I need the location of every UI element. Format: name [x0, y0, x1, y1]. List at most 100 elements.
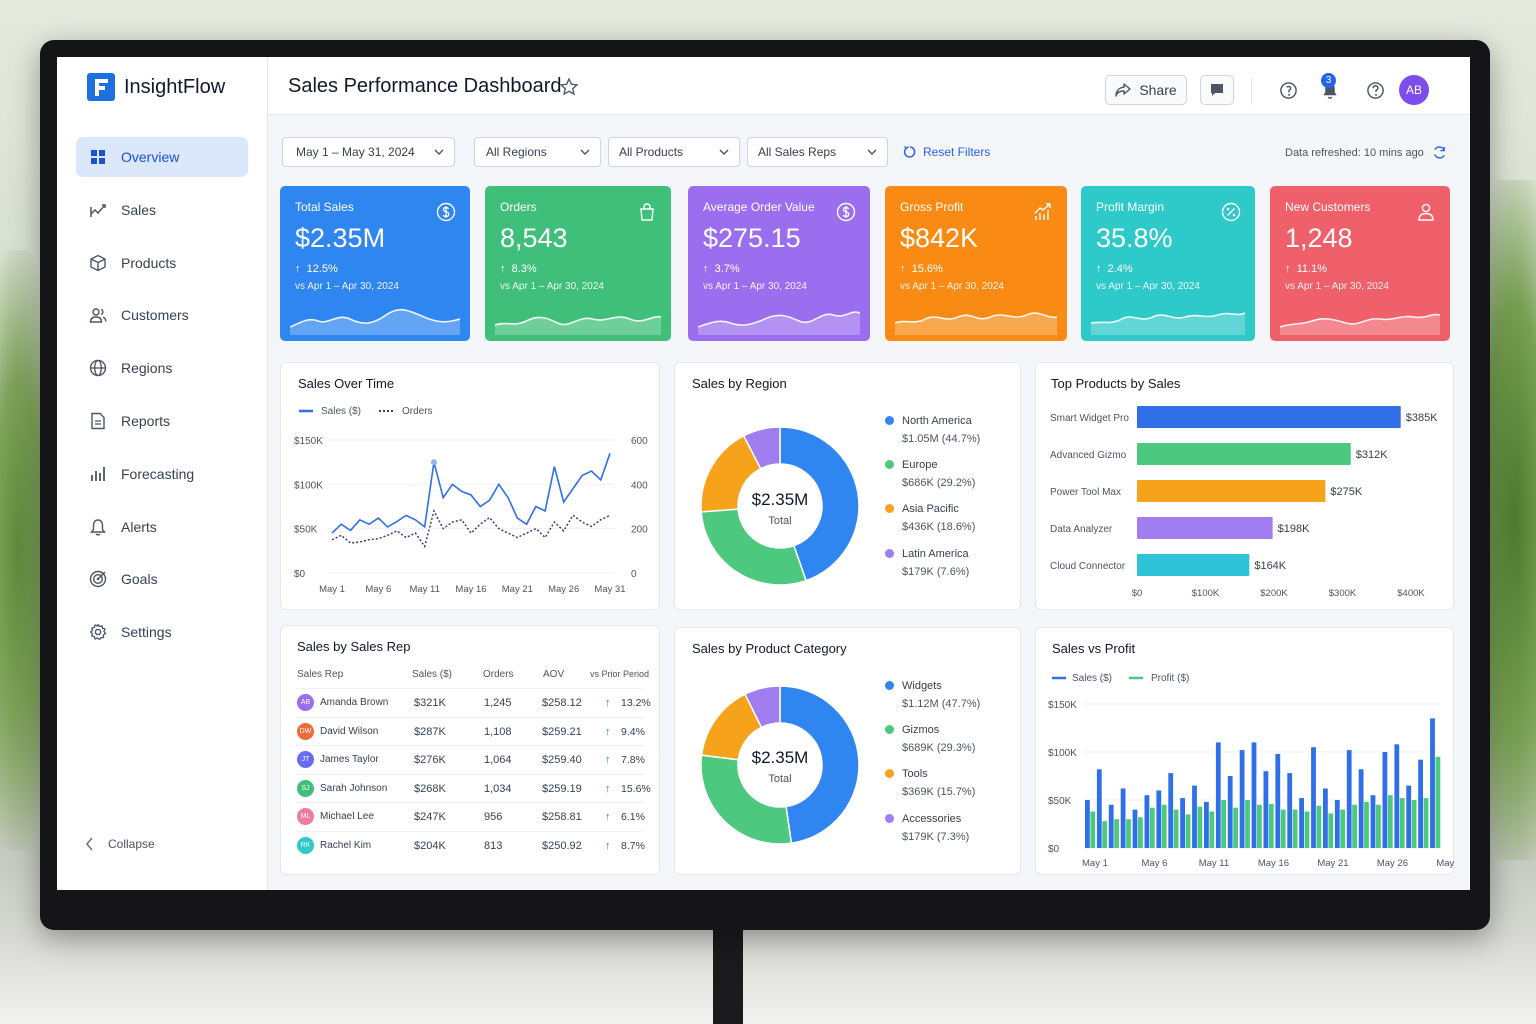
- profit-bar[interactable]: [1387, 795, 1393, 848]
- sales-bar[interactable]: [1394, 744, 1400, 848]
- product-bar[interactable]: [1137, 443, 1351, 465]
- sales-bar[interactable]: [1406, 785, 1412, 848]
- profit-bar[interactable]: [1328, 813, 1334, 848]
- favorite-star-icon[interactable]: [559, 77, 579, 97]
- profit-bar[interactable]: [1126, 819, 1131, 848]
- profit-bar[interactable]: [1138, 817, 1143, 848]
- share-button[interactable]: Share: [1105, 75, 1187, 105]
- profit-bar[interactable]: [1233, 807, 1238, 848]
- sales-bar[interactable]: [1299, 798, 1304, 848]
- sales-bar[interactable]: [1263, 771, 1269, 848]
- sales-bar[interactable]: [1204, 801, 1209, 848]
- sales-bar[interactable]: [1120, 788, 1126, 848]
- kpi-card-total-sales[interactable]: Total Sales $2.35M ↑ 12.5% vs Apr 1 – Apr 3…: [280, 186, 470, 341]
- profit-bar[interactable]: [1352, 804, 1357, 848]
- profit-bar[interactable]: [1435, 756, 1441, 848]
- sales-bar[interactable]: [1132, 809, 1138, 848]
- user-avatar[interactable]: AB: [1399, 75, 1429, 105]
- sales-bar[interactable]: [1168, 773, 1174, 848]
- profit-bar[interactable]: [1292, 809, 1298, 848]
- sales-bar[interactable]: [1311, 747, 1316, 848]
- profit-bar[interactable]: [1257, 804, 1262, 848]
- sales-bar[interactable]: [1239, 750, 1245, 848]
- sidebar-item-products[interactable]: Products: [76, 243, 248, 283]
- table-row[interactable]: RK Rachel Kim $204K 813 $250.92 ↑ 8.7%: [296, 830, 645, 859]
- sales-bar[interactable]: [1192, 785, 1197, 848]
- region-select[interactable]: All Regions: [474, 137, 601, 167]
- donut-slice[interactable]: [779, 685, 860, 845]
- profit-bar[interactable]: [1411, 800, 1417, 848]
- sales-bar[interactable]: [1251, 742, 1257, 848]
- table-row[interactable]: ML Michael Lee $247K 956 $258.81 ↑ 6.1%: [296, 802, 645, 830]
- sales-bar[interactable]: [1096, 769, 1102, 848]
- profit-bar[interactable]: [1161, 804, 1167, 848]
- profit-bar[interactable]: [1304, 811, 1310, 848]
- sidebar-item-customers[interactable]: Customers: [76, 295, 248, 335]
- sales-bar[interactable]: [1085, 800, 1090, 848]
- profit-bar[interactable]: [1340, 809, 1346, 848]
- sales-bar[interactable]: [1430, 718, 1435, 848]
- kpi-card-new-customers[interactable]: New Customers 1,248 ↑ 11.1% vs Apr 1 – Apr …: [1270, 186, 1450, 341]
- sales-bar[interactable]: [1323, 788, 1328, 848]
- product-bar[interactable]: [1137, 480, 1326, 502]
- sidebar-item-alerts[interactable]: Alerts: [76, 507, 248, 547]
- profit-bar[interactable]: [1185, 814, 1191, 848]
- sales-bar[interactable]: [1156, 790, 1162, 848]
- sales-bar[interactable]: [1180, 798, 1185, 848]
- sidebar-item-goals[interactable]: Goals: [76, 559, 248, 599]
- profit-bar[interactable]: [1102, 821, 1108, 848]
- profit-bar[interactable]: [1423, 798, 1429, 848]
- sidebar-item-regions[interactable]: Regions: [76, 348, 248, 388]
- sidebar-item-sales[interactable]: Sales: [76, 190, 248, 230]
- sidebar-item-settings[interactable]: Settings: [76, 612, 248, 652]
- reset-filters-button[interactable]: Reset Filters: [903, 145, 990, 159]
- product-select[interactable]: All Products: [608, 137, 740, 167]
- table-row[interactable]: AB Amanda Brown $321K 1,245 $258.12 ↑ 13.2%: [296, 688, 651, 716]
- sales-bar[interactable]: [1287, 773, 1293, 848]
- table-row[interactable]: DW David Wilson $287K 1,108 $259.21 ↑ 9.4%: [296, 716, 645, 745]
- table-row[interactable]: JT James Taylor $276K 1,064 $259.40 ↑ 7.8%: [296, 745, 645, 773]
- collapse-button[interactable]: Collapse: [85, 837, 155, 851]
- donut-slice[interactable]: [742, 426, 781, 470]
- profit-bar[interactable]: [1209, 811, 1215, 848]
- sales-bar[interactable]: [1334, 800, 1340, 848]
- sales-bar[interactable]: [1346, 750, 1352, 848]
- sales-bar[interactable]: [1275, 753, 1281, 848]
- sidebar-item-forecasting[interactable]: Forecasting: [76, 454, 248, 494]
- profit-bar[interactable]: [1399, 798, 1405, 848]
- app-logo[interactable]: InsightFlow: [87, 73, 225, 101]
- profit-bar[interactable]: [1364, 801, 1369, 848]
- profit-bar[interactable]: [1149, 807, 1155, 848]
- profit-bar[interactable]: [1280, 809, 1286, 848]
- sales-rep-select[interactable]: All Sales Reps: [747, 137, 888, 167]
- sales-bar[interactable]: [1227, 776, 1233, 848]
- profit-bar[interactable]: [1090, 811, 1096, 848]
- profit-bar[interactable]: [1221, 800, 1227, 848]
- sales-bar[interactable]: [1144, 795, 1150, 848]
- donut-slice[interactable]: [779, 426, 860, 582]
- donut-slice[interactable]: [700, 508, 807, 586]
- kpi-card-gross-profit[interactable]: Gross Profit $842K ↑ 15.6% vs Apr 1 – Apr 3…: [885, 186, 1067, 341]
- help-button[interactable]: [1358, 75, 1392, 105]
- profit-bar[interactable]: [1197, 806, 1203, 848]
- comments-button[interactable]: [1200, 75, 1234, 105]
- profit-bar[interactable]: [1316, 805, 1322, 848]
- profit-bar[interactable]: [1268, 803, 1274, 848]
- product-bar[interactable]: [1137, 554, 1250, 576]
- donut-slice[interactable]: [700, 754, 793, 845]
- kpi-card-profit-margin[interactable]: Profit Margin 35.8% ↑ 2.4% vs Apr 1 – Apr 3…: [1081, 186, 1255, 341]
- product-bar[interactable]: [1137, 406, 1401, 428]
- highlight-point[interactable]: [430, 459, 437, 466]
- sales-bar[interactable]: [1358, 769, 1364, 848]
- sales-bar[interactable]: [1382, 752, 1388, 848]
- table-row[interactable]: SJ Sarah Johnson $268K 1,034 $259.19 ↑ 15.6%: [296, 773, 651, 802]
- product-bar[interactable]: [1137, 517, 1273, 539]
- donut-slice[interactable]: [744, 685, 781, 729]
- date-range-select[interactable]: May 1 – May 31, 2024: [282, 137, 455, 167]
- kpi-card-average-order-value[interactable]: Average Order Value $275.15 ↑ 3.7% vs Apr 1…: [688, 186, 870, 341]
- sales-bar[interactable]: [1215, 742, 1221, 848]
- profit-bar[interactable]: [1245, 800, 1250, 848]
- sales-bar[interactable]: [1108, 804, 1114, 848]
- profit-bar[interactable]: [1173, 809, 1179, 848]
- refresh-icon[interactable]: [1432, 145, 1447, 160]
